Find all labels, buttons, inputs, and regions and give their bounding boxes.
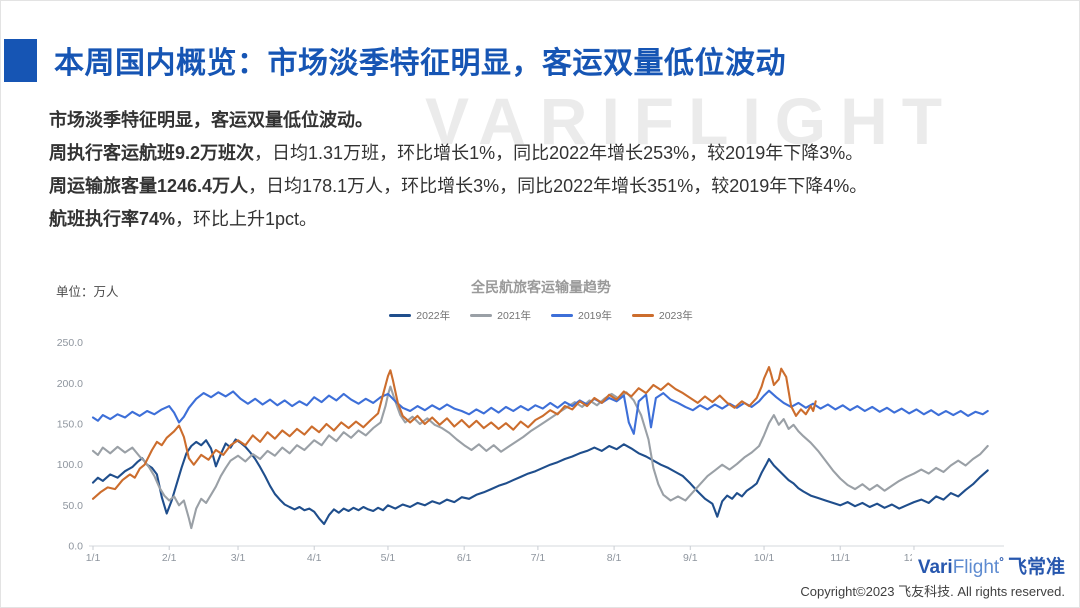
x-axis-label: 9/1 — [683, 552, 698, 564]
legend-item: 2023年 — [631, 308, 693, 323]
logo-flight-text: Flight — [952, 557, 1000, 578]
y-axis-label: 200.0 — [57, 378, 83, 390]
summary-line-2-rest: ，日均1.31万班，环比增长1%，同比2022年增长253%，较2019年下降3… — [254, 143, 864, 163]
summary-line-2: 周执行客运航班9.2万班次，日均1.31万班，环比增长1%，同比2022年增长2… — [49, 137, 867, 170]
summary-line-3: 周运输旅客量1246.4万人，日均178.1万人，环比增长3%，同比2022年增… — [49, 170, 867, 203]
legend-item: 2022年 — [389, 308, 450, 323]
summary-line-4: 航班执行率74%，环比上升1pct。 — [49, 203, 867, 236]
logo-chinese-text: 飞常准 — [1007, 557, 1065, 578]
page-title: 本周国内概览：市场淡季特征明显，客运双量低位波动 — [54, 47, 786, 80]
title-accent-square — [4, 38, 37, 82]
trend-chart-svg: 1/12/13/14/15/16/17/18/19/110/111/112/10… — [57, 337, 1004, 564]
legend-swatch — [470, 314, 493, 317]
y-axis-label: 0.0 — [68, 541, 83, 553]
series-line-2019年 — [91, 389, 989, 435]
summary-line-3-rest: ，日均178.1万人，环比增长3%，同比2022年增长351%，较2019年下降… — [248, 176, 868, 196]
chart-title: 全民航旅客运输量趋势 — [471, 279, 611, 295]
legend-swatch — [389, 314, 412, 317]
x-axis-label: 10/1 — [754, 552, 775, 564]
legend-swatch — [551, 314, 573, 317]
summary-text: 市场淡季特征明显，客运双量低位波动。 周执行客运航班9.2万班次，日均1.31万… — [49, 104, 867, 236]
legend-label: 2021年 — [497, 310, 531, 322]
summary-line-3-bold: 周运输旅客量1246.4万人 — [49, 176, 249, 196]
x-axis-label: 5/1 — [381, 552, 396, 564]
summary-line-1: 市场淡季特征明显，客运双量低位波动。 — [49, 104, 867, 137]
legend-item: 2021年 — [470, 308, 531, 323]
legend-label: 2019年 — [578, 310, 612, 322]
summary-line-4-bold: 航班执行率74% — [49, 209, 176, 229]
x-axis-label: 4/1 — [307, 552, 322, 564]
summary-line-2-bold: 周执行客运航班9.2万班次 — [49, 143, 255, 163]
series-line-2023年 — [91, 366, 817, 500]
x-axis-label: 3/1 — [231, 552, 246, 564]
legend-item: 2019年 — [551, 308, 612, 323]
series-line-2022年 — [91, 438, 989, 526]
logo-vari-text: Vari — [917, 557, 953, 578]
summary-line-4-rest: ，环比上升1pct。 — [175, 209, 318, 229]
x-axis-label: 7/1 — [531, 552, 546, 564]
legend-label: 2023年 — [658, 310, 693, 322]
legend-label: 2022年 — [416, 310, 451, 322]
x-axis-label: 11/1 — [830, 552, 850, 564]
title-row: 本周国内概览：市场淡季特征明显，客运双量低位波动 — [4, 38, 786, 82]
x-axis-label: 2/1 — [162, 552, 177, 564]
y-axis-label: 250.0 — [57, 337, 83, 349]
legend-swatch — [631, 314, 654, 317]
x-axis-label: 1/1 — [86, 552, 101, 564]
series-line-2021年 — [91, 385, 989, 530]
logo-degree-mark: ° — [999, 554, 1004, 569]
y-axis-label: 100.0 — [57, 459, 83, 471]
y-axis-label: 150.0 — [57, 419, 83, 431]
chart-legend: 2022年 2021年 2019年 2023年 — [1, 308, 1079, 323]
summary-line-1-bold: 市场淡季特征明显，客运双量低位波动。 — [49, 110, 373, 130]
variflight-logo: VariFlight° 飞常准 — [911, 552, 1065, 579]
y-axis-label: 50.0 — [63, 500, 84, 512]
x-axis-label: 8/1 — [607, 552, 622, 564]
chart-unit-label: 单位：万人 — [56, 285, 119, 299]
variflight-watermark: VARIFLIGHT — [425, 84, 957, 158]
x-axis-label: 6/1 — [457, 552, 472, 564]
copyright-text: Copyright©2023 飞友科技. All rights reserved… — [800, 584, 1065, 599]
